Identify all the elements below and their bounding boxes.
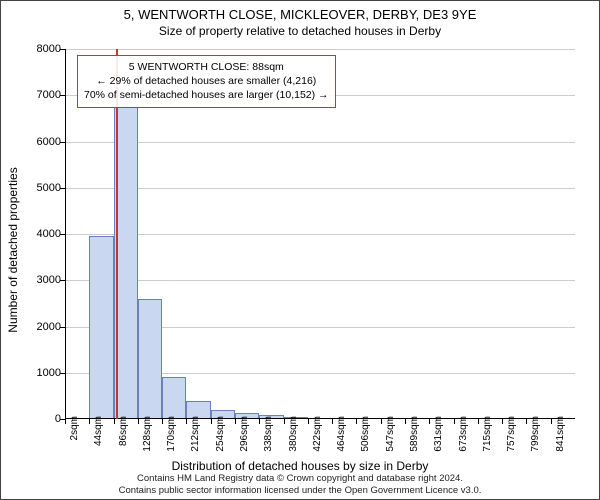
histogram-bar — [138, 299, 162, 419]
x-tick-mark — [551, 419, 552, 424]
x-tick-mark — [502, 419, 503, 424]
grid-line — [65, 49, 575, 50]
x-tick-label: 338sqm — [263, 416, 274, 452]
footer-attribution: Contains HM Land Registry data © Crown c… — [1, 473, 599, 496]
x-tick-label: 589sqm — [409, 416, 420, 452]
x-tick-label: 86sqm — [118, 416, 129, 446]
infobox-line-3: 70% of semi-detached houses are larger (… — [84, 88, 329, 102]
x-tick-mark — [308, 419, 309, 424]
y-tick-label: 8000 — [21, 43, 61, 55]
x-tick-mark — [138, 419, 139, 424]
y-tick-mark — [60, 49, 65, 50]
x-tick-label: 799sqm — [530, 416, 541, 452]
x-tick-mark — [284, 419, 285, 424]
y-tick-label: 6000 — [21, 136, 61, 148]
histogram-bar — [162, 377, 186, 419]
x-tick-mark — [211, 419, 212, 424]
y-ticks: 010002000300040005000600070008000 — [17, 49, 65, 419]
footer-line-1: Contains HM Land Registry data © Crown c… — [1, 473, 599, 484]
x-tick-mark — [235, 419, 236, 424]
x-tick-label: 757sqm — [506, 416, 517, 452]
grid-line — [65, 280, 575, 281]
property-infobox: 5 WENTWORTH CLOSE: 88sqm ← 29% of detach… — [77, 55, 336, 108]
x-tick-label: 2sqm — [69, 416, 80, 440]
x-tick-mark — [356, 419, 357, 424]
y-tick-label: 7000 — [21, 89, 61, 101]
x-tick-mark — [381, 419, 382, 424]
y-tick-mark — [60, 234, 65, 235]
x-tick-mark — [454, 419, 455, 424]
footer-line-2: Contains public sector information licen… — [1, 485, 599, 496]
x-tick-mark — [405, 419, 406, 424]
y-tick-label: 3000 — [21, 274, 61, 286]
x-tick-label: 841sqm — [555, 416, 566, 452]
x-tick-label: 44sqm — [93, 416, 104, 446]
chart-subtitle: Size of property relative to detached ho… — [1, 24, 599, 38]
x-tick-mark — [186, 419, 187, 424]
x-tick-mark — [162, 419, 163, 424]
x-tick-mark — [526, 419, 527, 424]
grid-line — [65, 142, 575, 143]
grid-line — [65, 234, 575, 235]
grid-line — [65, 188, 575, 189]
x-tick-label: 170sqm — [166, 416, 177, 452]
infobox-line-1: 5 WENTWORTH CLOSE: 88sqm — [84, 60, 329, 74]
y-tick-label: 5000 — [21, 182, 61, 194]
x-tick-label: 212sqm — [190, 416, 201, 452]
chart-container: 5, WENTWORTH CLOSE, MICKLEOVER, DERBY, D… — [0, 0, 600, 500]
x-tick-label: 715sqm — [482, 416, 493, 452]
x-tick-mark — [65, 419, 66, 424]
x-tick-label: 631sqm — [433, 416, 444, 452]
y-tick-label: 0 — [21, 413, 61, 425]
x-tick-mark — [478, 419, 479, 424]
chart-title: 5, WENTWORTH CLOSE, MICKLEOVER, DERBY, D… — [1, 7, 599, 22]
x-tick-label: 464sqm — [336, 416, 347, 452]
x-tick-label: 506sqm — [360, 416, 371, 452]
x-tick-mark — [259, 419, 260, 424]
y-tick-label: 4000 — [21, 228, 61, 240]
x-tick-mark — [89, 419, 90, 424]
x-tick-label: 128sqm — [142, 416, 153, 452]
y-tick-mark — [60, 188, 65, 189]
x-tick-label: 380sqm — [288, 416, 299, 452]
y-tick-mark — [60, 373, 65, 374]
x-tick-mark — [429, 419, 430, 424]
x-tick-label: 254sqm — [215, 416, 226, 452]
x-axis-label: Distribution of detached houses by size … — [1, 459, 599, 473]
y-tick-mark — [60, 327, 65, 328]
x-tick-label: 422sqm — [312, 416, 323, 452]
y-tick-mark — [60, 280, 65, 281]
x-tick-mark — [114, 419, 115, 424]
x-tick-label: 296sqm — [239, 416, 250, 452]
x-tick-label: 673sqm — [458, 416, 469, 452]
x-tick-mark — [332, 419, 333, 424]
y-axis-line — [65, 49, 66, 419]
plot-area: 2sqm44sqm86sqm128sqm170sqm212sqm254sqm29… — [65, 49, 575, 419]
y-tick-mark — [60, 142, 65, 143]
infobox-line-2: ← 29% of detached houses are smaller (4,… — [84, 74, 329, 88]
x-tick-label: 547sqm — [385, 416, 396, 452]
y-tick-label: 1000 — [21, 367, 61, 379]
histogram-bar — [89, 236, 113, 419]
y-tick-mark — [60, 95, 65, 96]
y-tick-label: 2000 — [21, 321, 61, 333]
y-tick-mark — [60, 419, 65, 420]
